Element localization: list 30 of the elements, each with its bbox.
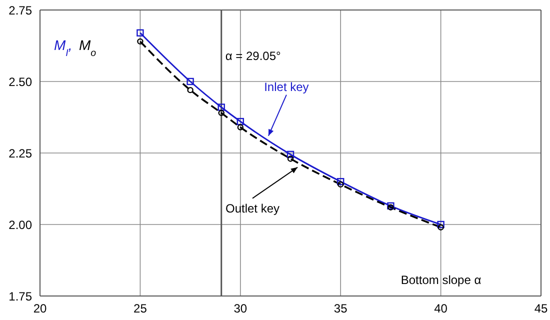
point bbox=[136, 29, 144, 36]
x-tick-label: 30 bbox=[234, 302, 248, 316]
x-tick-label: 40 bbox=[434, 302, 448, 316]
y-tick-label: 2.25 bbox=[8, 146, 32, 160]
y-axis-title: M$_{I}$, M$_{o}$ bbox=[54, 37, 97, 58]
x-tick-label: 25 bbox=[134, 302, 148, 316]
point bbox=[287, 156, 294, 162]
point bbox=[438, 224, 444, 230]
point bbox=[218, 110, 224, 116]
point bbox=[337, 178, 344, 186]
point bbox=[237, 124, 244, 130]
point bbox=[236, 118, 244, 126]
ref-line-label: α = 29.05° bbox=[225, 49, 282, 63]
annotation: Outlet key bbox=[226, 201, 280, 216]
point bbox=[286, 150, 294, 158]
point bbox=[137, 38, 144, 45]
point bbox=[186, 78, 194, 86]
x-tick-label: 20 bbox=[33, 302, 47, 316]
y-tick-label: 2.00 bbox=[8, 218, 32, 232]
annotation: Inlet key bbox=[264, 80, 309, 94]
y-tick-label: 2.75 bbox=[8, 3, 32, 18]
point bbox=[218, 104, 225, 111]
point bbox=[187, 86, 194, 94]
y-tick-label: 2.50 bbox=[8, 74, 32, 89]
y-tick-label: 1.75 bbox=[8, 289, 32, 304]
point bbox=[437, 220, 444, 228]
x-tick-label: 35 bbox=[334, 302, 348, 316]
point bbox=[338, 181, 344, 188]
x-axis-title: Bottom slope α bbox=[400, 273, 482, 287]
x-tick-label: 45 bbox=[534, 302, 548, 316]
